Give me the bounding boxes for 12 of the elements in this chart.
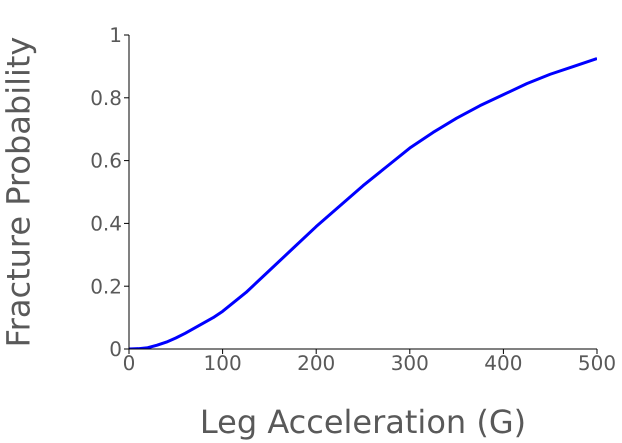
- y-tick-label: 0.2: [90, 274, 122, 298]
- y-tick-label: 0.6: [90, 148, 122, 173]
- y-axis-title: Fracture Probability: [0, 36, 38, 348]
- y-tick-label: 0.8: [90, 86, 122, 110]
- y-tick-label: 0.4: [90, 212, 122, 236]
- y-tick-label: 1: [109, 23, 122, 48]
- x-axis-title: Leg Acceleration (G): [200, 403, 526, 441]
- x-tick-label: 100: [204, 351, 242, 376]
- x-tick-label: 300: [390, 351, 429, 376]
- x-tick-label: 200: [297, 351, 336, 376]
- x-tick-label: 400: [484, 351, 522, 376]
- x-tick-label: 500: [578, 351, 616, 376]
